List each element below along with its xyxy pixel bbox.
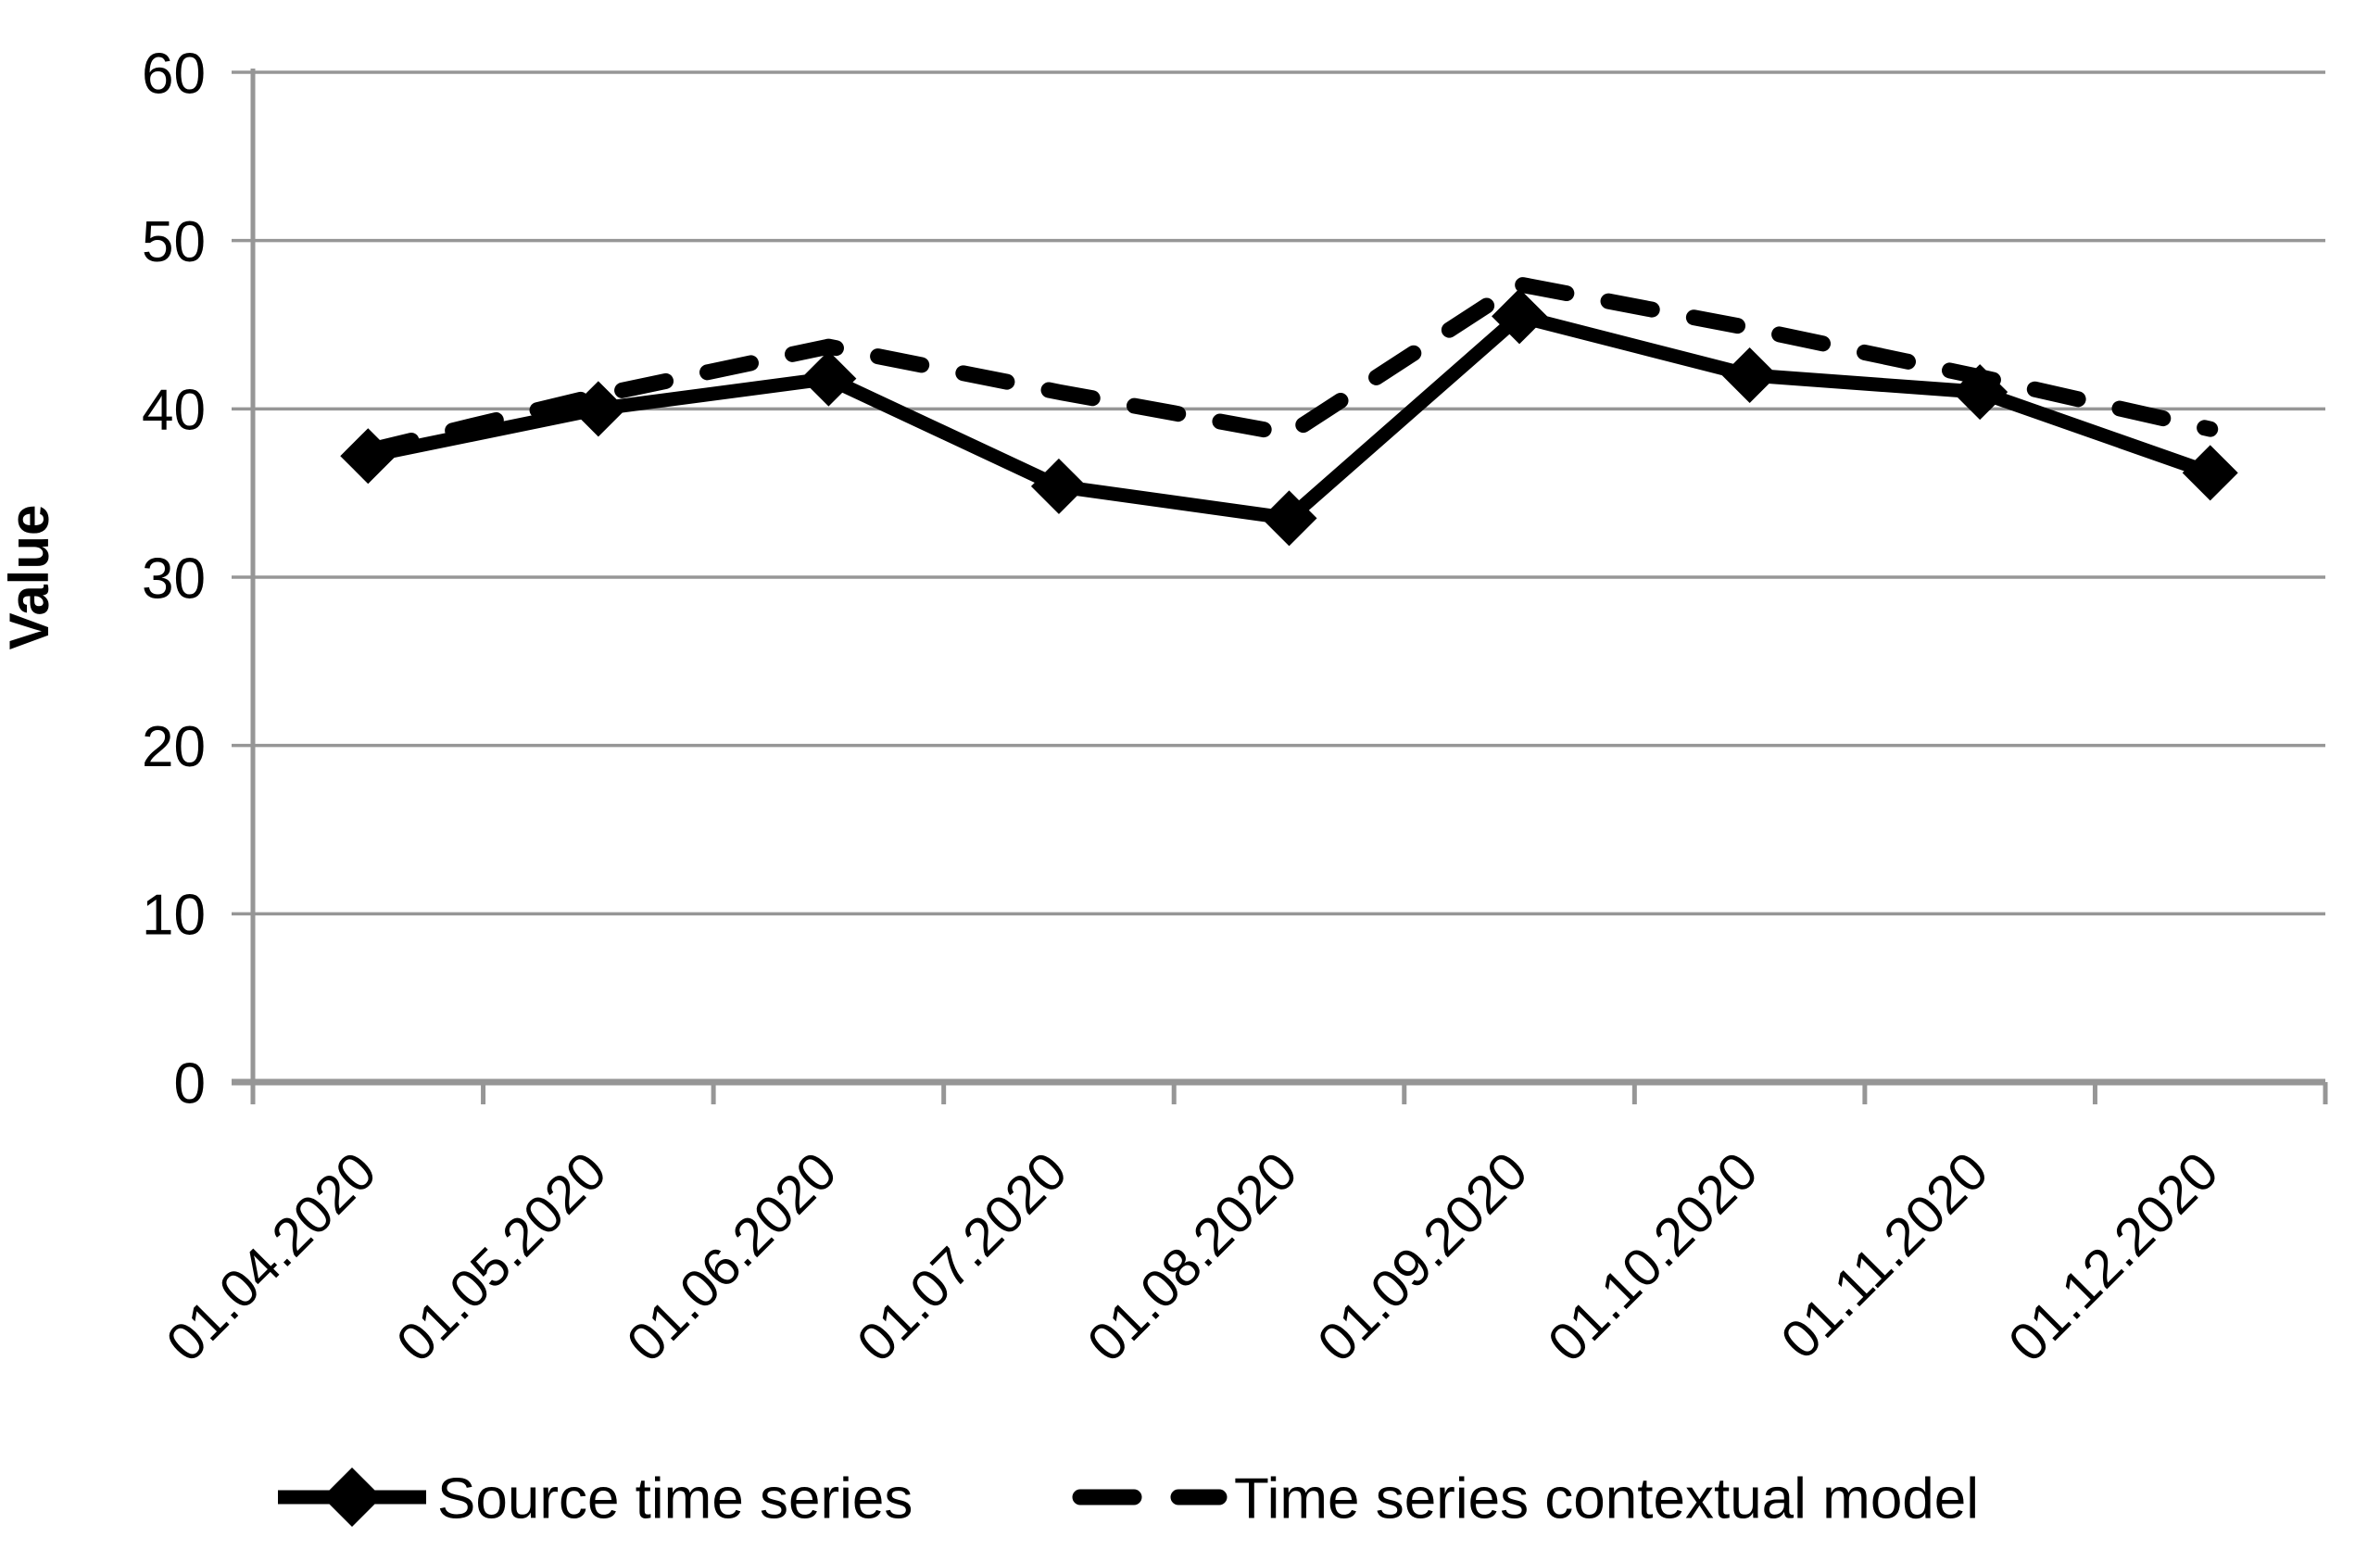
- legend-item-source-series: Source time series: [278, 1467, 913, 1531]
- data-point-marker: [2182, 445, 2238, 501]
- legend-label-source-series: Source time series: [437, 1467, 913, 1531]
- y-tick-label: 10: [142, 884, 206, 948]
- y-axis-title: Value: [0, 505, 60, 650]
- data-point-marker: [1261, 490, 1317, 547]
- data-point-marker: [800, 350, 857, 407]
- x-tick-label: 01.12.2020: [1997, 1140, 2230, 1373]
- series-group: [340, 276, 2238, 547]
- series-line-model: [359, 276, 2219, 460]
- y-tick-label: 50: [142, 210, 206, 274]
- data-point-marker: [1492, 288, 1548, 345]
- legend-item-contextual-model: Time series contextual model: [1072, 1467, 1979, 1531]
- x-tick-label: 01.10.2020: [1537, 1140, 1769, 1373]
- legend: Source time series Time series contextua…: [278, 1467, 1979, 1531]
- series-line-source: [366, 309, 2213, 525]
- y-tick-label: 20: [142, 715, 206, 779]
- legend-label-contextual-model: Time series contextual model: [1234, 1467, 1979, 1531]
- data-point-marker: [1030, 458, 1087, 514]
- x-tick-label: 01.04.2020: [155, 1140, 387, 1373]
- legend-diamond-marker-icon: [322, 1468, 382, 1527]
- gridlines-group: [232, 70, 2325, 1086]
- y-tick-label: 0: [174, 1052, 206, 1115]
- x-tick-label: 01.09.2020: [1306, 1140, 1539, 1373]
- y-tick-label: 60: [142, 42, 206, 106]
- x-tick-labels-group: 01.04.202001.05.202001.06.202001.07.2020…: [155, 1140, 2230, 1373]
- x-tick-label: 01.05.2020: [385, 1140, 618, 1373]
- data-point-marker: [1721, 347, 1778, 403]
- y-tick-label: 30: [142, 547, 206, 611]
- x-tick-label: 01.06.2020: [615, 1140, 848, 1373]
- x-tick-label: 01.11.2020: [1769, 1140, 1999, 1370]
- y-tick-labels-group: 0 10 20 30 40 50 60: [142, 42, 206, 1115]
- y-tick-label: 40: [142, 379, 206, 443]
- axes-group: [250, 69, 2328, 1104]
- x-tick-label: 01.07.2020: [846, 1140, 1078, 1373]
- x-tick-label: 01.08.2020: [1076, 1140, 1308, 1373]
